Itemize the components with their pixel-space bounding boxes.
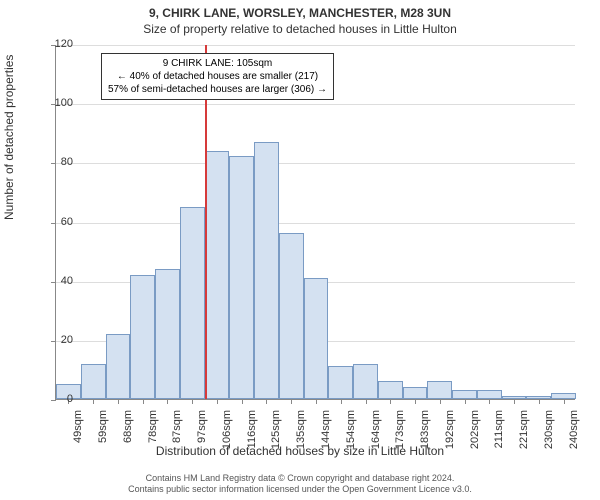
xtick-mark	[143, 399, 144, 404]
ytick-label: 40	[43, 275, 73, 287]
histogram-bar	[254, 142, 279, 399]
xtick-mark	[242, 399, 243, 404]
annotation-line-3: 57% of semi-detached houses are larger (…	[108, 83, 327, 96]
histogram-bar	[427, 381, 452, 399]
gridline	[56, 163, 575, 164]
plot-area: 49sqm59sqm68sqm78sqm87sqm97sqm106sqm116s…	[55, 45, 575, 400]
y-axis-label: Number of detached properties	[2, 55, 16, 220]
xtick-mark	[316, 399, 317, 404]
xtick-mark	[514, 399, 515, 404]
histogram-bar	[328, 366, 353, 399]
histogram-bar	[279, 233, 304, 399]
xtick-mark	[266, 399, 267, 404]
histogram-bar	[81, 364, 106, 400]
chart-title: 9, CHIRK LANE, WORSLEY, MANCHESTER, M28 …	[0, 6, 600, 20]
xtick-mark	[192, 399, 193, 404]
chart-container: 49sqm59sqm68sqm78sqm87sqm97sqm106sqm116s…	[55, 45, 575, 400]
gridline	[56, 223, 575, 224]
ytick-label: 100	[43, 97, 73, 109]
histogram-bar	[205, 151, 230, 400]
histogram-bar	[130, 275, 155, 399]
ytick-label: 20	[43, 334, 73, 346]
xtick-mark	[489, 399, 490, 404]
x-axis-label: Distribution of detached houses by size …	[0, 444, 600, 458]
chart-subtitle: Size of property relative to detached ho…	[0, 22, 600, 36]
histogram-bar	[403, 387, 428, 399]
histogram-bar	[452, 390, 477, 399]
xtick-mark	[167, 399, 168, 404]
gridline	[56, 45, 575, 46]
xtick-mark	[291, 399, 292, 404]
xtick-mark	[415, 399, 416, 404]
xtick-mark	[118, 399, 119, 404]
xtick-mark	[390, 399, 391, 404]
xtick-mark	[217, 399, 218, 404]
ytick-label: 80	[43, 156, 73, 168]
histogram-bar	[155, 269, 180, 399]
ytick-label: 120	[43, 38, 73, 50]
histogram-bar	[477, 390, 502, 399]
xtick-mark	[465, 399, 466, 404]
ytick-label: 60	[43, 216, 73, 228]
xtick-mark	[564, 399, 565, 404]
footer-line-1: Contains HM Land Registry data © Crown c…	[0, 473, 600, 485]
gridline	[56, 104, 575, 105]
xtick-mark	[93, 399, 94, 404]
histogram-bar	[304, 278, 329, 399]
footer-line-2: Contains public sector information licen…	[0, 484, 600, 496]
footer-attribution: Contains HM Land Registry data © Crown c…	[0, 473, 600, 496]
annotation-callout: 9 CHIRK LANE: 105sqm← 40% of detached ho…	[101, 53, 334, 100]
xtick-mark	[366, 399, 367, 404]
annotation-line-1: 9 CHIRK LANE: 105sqm	[108, 57, 327, 70]
histogram-bar	[229, 156, 254, 399]
histogram-bar	[180, 207, 205, 399]
annotation-line-2: ← 40% of detached houses are smaller (21…	[108, 70, 327, 83]
xtick-mark	[341, 399, 342, 404]
ytick-label: 0	[43, 393, 73, 405]
histogram-bar	[378, 381, 403, 399]
xtick-mark	[539, 399, 540, 404]
xtick-mark	[440, 399, 441, 404]
histogram-bar	[353, 364, 378, 400]
histogram-bar	[106, 334, 131, 399]
